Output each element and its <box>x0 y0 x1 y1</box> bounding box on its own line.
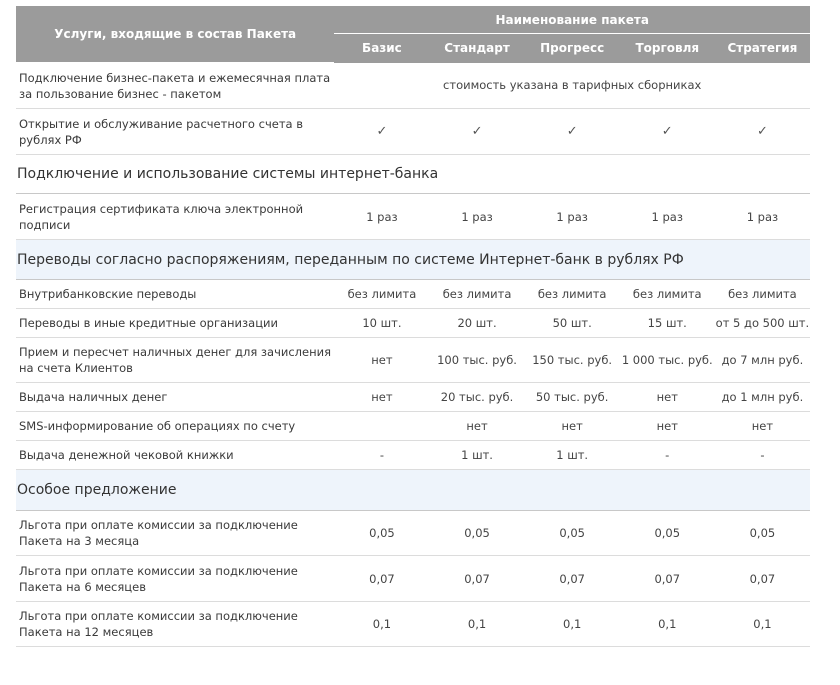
cell-value: 0,1 <box>714 601 810 647</box>
cell-value: 0,1 <box>619 601 715 647</box>
cell-value: 0,07 <box>714 555 810 602</box>
cell-value: - <box>619 440 715 470</box>
cell-value: 0,07 <box>524 555 620 602</box>
row-label: Подключение бизнес-пакета и ежемесячная … <box>16 62 335 109</box>
cell-value: нет <box>524 411 620 441</box>
row-label: Переводы в иные кредитные организации <box>16 308 335 338</box>
cell-value: 0,05 <box>429 510 525 556</box>
table-row: SMS-информирование об операциях по счету… <box>16 411 810 441</box>
package-header-trade: Торговля <box>619 33 715 63</box>
cell-value: 0,05 <box>524 510 620 556</box>
cell-value: 15 шт. <box>619 308 715 338</box>
cell-value: 0,1 <box>334 601 430 647</box>
cell-value: 0,1 <box>429 601 525 647</box>
package-group-header: Наименование пакета <box>334 6 810 34</box>
cell-value: - <box>714 440 810 470</box>
cell-value: 150 тыс. руб. <box>524 337 620 383</box>
cell-value: 1 шт. <box>429 440 525 470</box>
table-row: Открытие и обслуживание расчетного счета… <box>16 108 810 155</box>
row-label: Прием и пересчет наличных денег для зачи… <box>16 337 335 383</box>
table-row: Льгота при оплате комиссии за подключени… <box>16 555 810 602</box>
checkmark-icon: ✓ <box>429 108 525 155</box>
cell-value: 20 шт. <box>429 308 525 338</box>
cell-value: 0,1 <box>524 601 620 647</box>
row-label: Внутрибанковские переводы <box>16 279 335 309</box>
cell-value: нет <box>619 411 715 441</box>
cell-value: без лимита <box>524 279 620 309</box>
section-title-internet: Подключение и использование системы инте… <box>16 154 810 194</box>
cell-value: 50 шт. <box>524 308 620 338</box>
cell-value: 20 тыс. руб. <box>429 382 525 412</box>
checkmark-icon: ✓ <box>619 108 715 155</box>
package-header-strategy: Стратегия <box>714 33 810 63</box>
table-row: Выдача наличных денег нет 20 тыс. руб. 5… <box>16 382 810 412</box>
table-row: Выдача денежной чековой книжки - 1 шт. 1… <box>16 440 810 470</box>
cell-value: без лимита <box>334 279 430 309</box>
table-row: Льгота при оплате комиссии за подключени… <box>16 510 810 556</box>
cell-value: 0,05 <box>619 510 715 556</box>
cell-value: до 7 млн руб. <box>714 337 810 383</box>
cell-value: без лимита <box>714 279 810 309</box>
cell-value: 1 раз <box>334 193 430 240</box>
section-title-transfers: Переводы согласно распоряжениям, передан… <box>16 239 810 280</box>
cell-value: от 5 до 500 шт. <box>714 308 810 338</box>
row-label: Льгота при оплате комиссии за подключени… <box>16 510 335 556</box>
cell-value: нет <box>619 382 715 412</box>
cell-value: до 1 млн руб. <box>714 382 810 412</box>
cell-value: - <box>334 440 430 470</box>
package-header-progress: Прогресс <box>524 33 620 63</box>
services-column-header: Услуги, входящие в состав Пакета <box>16 6 335 63</box>
table-row: Прием и пересчет наличных денег для зачи… <box>16 337 810 383</box>
table-row: Регистрация сертификата ключа электронно… <box>16 193 810 240</box>
row-label: Льгота при оплате комиссии за подключени… <box>16 555 335 602</box>
cell-value: 0,05 <box>334 510 430 556</box>
cell-value: 1 раз <box>429 193 525 240</box>
cell-value: 0,05 <box>714 510 810 556</box>
section-row: Особое предложение <box>16 469 810 511</box>
cell-value <box>334 411 430 441</box>
cell-value: 0,07 <box>334 555 430 602</box>
cell-value: без лимита <box>429 279 525 309</box>
cell-value: 1 раз <box>714 193 810 240</box>
tariff-table: Услуги, входящие в состав Пакета Наимено… <box>16 6 810 647</box>
table-row: Подключение бизнес-пакета и ежемесячная … <box>16 62 810 109</box>
cell-value: нет <box>429 411 525 441</box>
section-row: Переводы согласно распоряжениям, передан… <box>16 239 810 280</box>
section-title-special: Особое предложение <box>16 469 810 511</box>
checkmark-icon: ✓ <box>334 108 430 155</box>
cell-value: нет <box>334 337 430 383</box>
price-note: стоимость указана в тарифных сборниках <box>334 62 810 109</box>
row-label: Выдача денежной чековой книжки <box>16 440 335 470</box>
row-label: Выдача наличных денег <box>16 382 335 412</box>
row-label: Льгота при оплате комиссии за подключени… <box>16 601 335 647</box>
checkmark-icon: ✓ <box>524 108 620 155</box>
package-header-basis: Базис <box>334 33 430 63</box>
cell-value: нет <box>334 382 430 412</box>
cell-value: нет <box>714 411 810 441</box>
cell-value: 1 раз <box>524 193 620 240</box>
cell-value: 100 тыс. руб. <box>429 337 525 383</box>
tariff-table-container: Услуги, входящие в состав Пакета Наимено… <box>16 6 810 647</box>
section-row: Подключение и использование системы инте… <box>16 154 810 194</box>
table-row: Переводы в иные кредитные организации 10… <box>16 308 810 338</box>
row-label: Регистрация сертификата ключа электронно… <box>16 193 335 240</box>
package-header-standard: Стандарт <box>429 33 525 63</box>
cell-value: 10 шт. <box>334 308 430 338</box>
row-label: Открытие и обслуживание расчетного счета… <box>16 108 335 155</box>
cell-value: без лимита <box>619 279 715 309</box>
table-row: Льгота при оплате комиссии за подключени… <box>16 601 810 647</box>
checkmark-icon: ✓ <box>714 108 810 155</box>
cell-value: 0,07 <box>429 555 525 602</box>
cell-value: 50 тыс. руб. <box>524 382 620 412</box>
cell-value: 1 раз <box>619 193 715 240</box>
cell-value: 0,07 <box>619 555 715 602</box>
table-row: Внутрибанковские переводы без лимита без… <box>16 279 810 309</box>
cell-value: 1 шт. <box>524 440 620 470</box>
cell-value: 1 000 тыс. руб. <box>619 337 715 383</box>
row-label: SMS-информирование об операциях по счету <box>16 411 335 441</box>
